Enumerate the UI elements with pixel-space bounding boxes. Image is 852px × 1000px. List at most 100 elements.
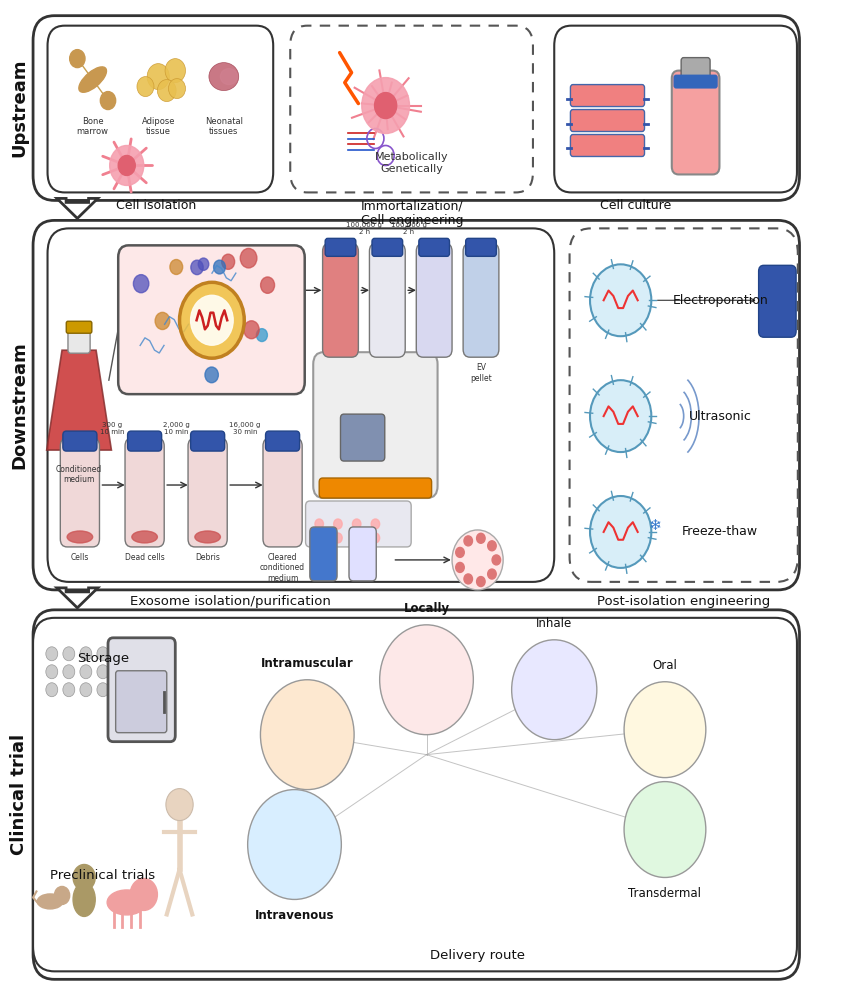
- FancyBboxPatch shape: [570, 110, 644, 132]
- Text: Debris: Debris: [195, 553, 220, 562]
- Polygon shape: [57, 198, 98, 218]
- Circle shape: [213, 260, 225, 274]
- Circle shape: [118, 155, 135, 175]
- Text: Cells: Cells: [71, 553, 89, 562]
- Circle shape: [191, 260, 203, 275]
- Circle shape: [63, 665, 75, 679]
- FancyBboxPatch shape: [190, 431, 224, 451]
- FancyBboxPatch shape: [128, 431, 162, 451]
- Circle shape: [352, 519, 360, 529]
- FancyBboxPatch shape: [416, 243, 452, 357]
- Circle shape: [492, 555, 500, 565]
- Text: Post-isolation engineering: Post-isolation engineering: [596, 595, 769, 608]
- Circle shape: [170, 260, 182, 274]
- FancyBboxPatch shape: [305, 501, 411, 547]
- Circle shape: [487, 541, 496, 551]
- FancyBboxPatch shape: [671, 71, 718, 174]
- Text: Inhale: Inhale: [536, 617, 572, 630]
- Text: EV
pellet: EV pellet: [469, 363, 492, 383]
- Circle shape: [476, 533, 485, 543]
- FancyBboxPatch shape: [369, 243, 405, 357]
- FancyBboxPatch shape: [118, 245, 304, 394]
- FancyBboxPatch shape: [757, 265, 795, 337]
- Circle shape: [204, 367, 218, 383]
- Ellipse shape: [67, 531, 93, 543]
- Circle shape: [80, 665, 92, 679]
- Circle shape: [333, 533, 342, 543]
- FancyBboxPatch shape: [33, 618, 796, 971]
- FancyBboxPatch shape: [465, 238, 496, 256]
- Text: Freeze-thaw: Freeze-thaw: [682, 525, 757, 538]
- Circle shape: [70, 50, 85, 68]
- Circle shape: [379, 625, 473, 735]
- Circle shape: [361, 78, 409, 134]
- Circle shape: [371, 519, 379, 529]
- Ellipse shape: [73, 882, 95, 916]
- FancyBboxPatch shape: [554, 26, 796, 192]
- Circle shape: [624, 782, 705, 877]
- FancyBboxPatch shape: [63, 431, 97, 451]
- Circle shape: [179, 282, 244, 358]
- FancyBboxPatch shape: [418, 238, 449, 256]
- FancyBboxPatch shape: [570, 135, 644, 156]
- Circle shape: [158, 80, 176, 102]
- FancyBboxPatch shape: [569, 228, 797, 582]
- Text: Cell culture: Cell culture: [599, 199, 670, 212]
- Circle shape: [110, 145, 144, 185]
- Circle shape: [455, 562, 463, 572]
- Circle shape: [80, 683, 92, 697]
- Circle shape: [97, 683, 109, 697]
- Circle shape: [63, 683, 75, 697]
- FancyBboxPatch shape: [309, 527, 337, 581]
- FancyBboxPatch shape: [348, 527, 376, 581]
- Circle shape: [97, 665, 109, 679]
- FancyBboxPatch shape: [187, 438, 227, 547]
- FancyArrowPatch shape: [79, 61, 106, 98]
- Circle shape: [147, 64, 169, 90]
- Text: Downstream: Downstream: [10, 341, 28, 469]
- Circle shape: [73, 864, 95, 890]
- FancyBboxPatch shape: [570, 85, 644, 107]
- FancyBboxPatch shape: [325, 238, 355, 256]
- Circle shape: [476, 577, 485, 587]
- FancyBboxPatch shape: [108, 638, 175, 742]
- Circle shape: [240, 248, 256, 268]
- Circle shape: [590, 380, 651, 452]
- Circle shape: [371, 533, 379, 543]
- Circle shape: [198, 258, 209, 270]
- Circle shape: [165, 789, 193, 821]
- Circle shape: [97, 647, 109, 661]
- Text: 300 g
10 min: 300 g 10 min: [100, 422, 124, 435]
- Circle shape: [244, 321, 259, 339]
- Circle shape: [168, 79, 185, 99]
- Circle shape: [256, 329, 267, 342]
- FancyBboxPatch shape: [371, 238, 402, 256]
- Circle shape: [463, 574, 472, 584]
- Ellipse shape: [107, 890, 147, 915]
- Circle shape: [63, 647, 75, 661]
- Text: Ultrasonic: Ultrasonic: [688, 410, 751, 423]
- FancyBboxPatch shape: [313, 352, 437, 498]
- FancyBboxPatch shape: [681, 58, 709, 80]
- Ellipse shape: [194, 531, 220, 543]
- FancyBboxPatch shape: [60, 438, 100, 547]
- Circle shape: [137, 77, 154, 97]
- Text: ❄: ❄: [648, 518, 660, 533]
- Text: Metabolically
Genetically: Metabolically Genetically: [375, 152, 448, 174]
- FancyBboxPatch shape: [265, 431, 299, 451]
- FancyBboxPatch shape: [33, 16, 798, 200]
- Text: Oral: Oral: [652, 659, 676, 672]
- Text: Adipose
tissue: Adipose tissue: [141, 117, 175, 136]
- Circle shape: [624, 682, 705, 778]
- FancyBboxPatch shape: [125, 438, 164, 547]
- Ellipse shape: [220, 69, 237, 85]
- Text: Cell isolation: Cell isolation: [116, 199, 197, 212]
- Circle shape: [130, 878, 158, 910]
- Circle shape: [46, 647, 58, 661]
- FancyBboxPatch shape: [33, 610, 798, 979]
- Text: Exosome isolation/purification: Exosome isolation/purification: [130, 595, 331, 608]
- Circle shape: [46, 683, 58, 697]
- Text: Dead cells: Dead cells: [124, 553, 164, 562]
- FancyBboxPatch shape: [340, 414, 384, 461]
- Text: Electroporation: Electroporation: [671, 294, 768, 307]
